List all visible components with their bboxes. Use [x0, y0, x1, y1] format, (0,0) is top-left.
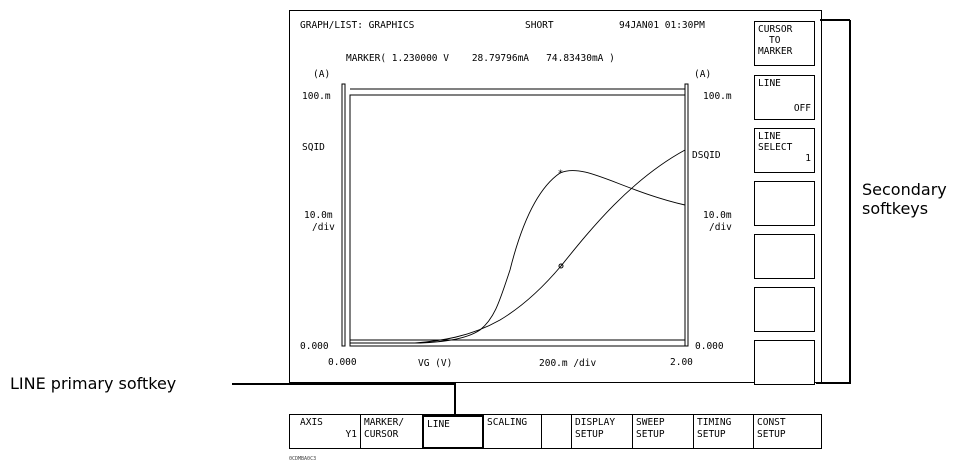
- x-axis-scale: 200.m /div: [539, 358, 597, 369]
- left-axis-scale: 10.0m: [304, 210, 333, 221]
- figure-code: 0CDMBA0C3: [289, 456, 317, 462]
- marker-star: *: [558, 169, 563, 179]
- primary-softkey-marker-cursor[interactable]: MARKER/ CURSOR: [361, 415, 423, 448]
- left-axis-top: 100.m: [302, 91, 331, 102]
- softkey-label: MARKER/: [364, 417, 405, 428]
- left-axis-name: SQID: [302, 142, 325, 153]
- softkey-label: Y1: [345, 429, 357, 440]
- softkey-label: LINE: [758, 131, 781, 142]
- softkey-blank-4[interactable]: [754, 181, 815, 226]
- x-axis-name: VG (V): [418, 358, 453, 369]
- softkey-blank-5[interactable]: [754, 234, 815, 279]
- callout-secondary-line2: softkeys: [862, 199, 929, 218]
- softkey-label: TO: [769, 35, 781, 46]
- right-axis-top: 100.m: [703, 91, 732, 102]
- mode-label: SHORT: [525, 20, 554, 31]
- softkey-label: CURSOR: [758, 24, 793, 35]
- callout-secondary-line1: Secondary: [862, 180, 947, 199]
- x-axis-min: 0.000: [328, 357, 357, 368]
- softkey-label: TIMING: [697, 417, 732, 428]
- left-axis-div: /div: [312, 222, 335, 233]
- softkey-label: MARKER: [758, 46, 793, 57]
- softkey-label: 1: [805, 153, 811, 164]
- softkey-label: SCALING: [487, 417, 528, 428]
- softkey-label: SELECT: [758, 142, 793, 153]
- left-axis-bar: [341, 83, 346, 347]
- softkey-line-select[interactable]: LINE SELECT 1: [754, 128, 815, 173]
- callout-primary: LINE primary softkey: [10, 374, 177, 393]
- softkey-label: DISPLAY: [575, 417, 616, 428]
- instrument-screen: [289, 10, 822, 383]
- screen-title: GRAPH/LIST: GRAPHICS: [300, 20, 415, 31]
- datetime-label: 94JAN01 01:30PM: [619, 20, 705, 31]
- softkey-label: SETUP: [697, 429, 726, 440]
- primary-softkey-axis[interactable]: AXIS Y1: [297, 415, 361, 448]
- right-axis-unit: (A): [694, 69, 712, 80]
- primary-softkey-bar: [289, 414, 822, 449]
- plot-frame: [349, 94, 686, 347]
- softkey-label: SETUP: [575, 429, 604, 440]
- right-axis-scale: 10.0m: [703, 210, 732, 221]
- right-axis-bottom: 0.000: [695, 341, 724, 352]
- softkey-label: SETUP: [757, 429, 786, 440]
- sqid-curve: [350, 170, 686, 344]
- softkey-label: AXIS: [300, 417, 323, 428]
- softkey-label: SWEEP: [636, 417, 665, 428]
- primary-softkey-timing-setup[interactable]: TIMING SETUP: [694, 415, 754, 448]
- primary-softkey-display-setup[interactable]: DISPLAY SETUP: [571, 415, 633, 448]
- softkey-blank-7[interactable]: [754, 340, 815, 385]
- softkey-label: CONST: [757, 417, 786, 428]
- softkey-label: LINE: [427, 419, 450, 430]
- x-axis-max: 2.00: [670, 357, 693, 368]
- softkey-line-off[interactable]: LINE OFF: [754, 75, 815, 120]
- left-axis-bottom: 0.000: [300, 341, 329, 352]
- softkey-blank-6[interactable]: [754, 287, 815, 332]
- primary-softkey-scaling[interactable]: SCALING: [484, 415, 542, 448]
- softkey-label: LINE: [758, 78, 781, 89]
- marker-readout: MARKER( 1.230000 V 28.79796mA 74.83430mA…: [346, 53, 615, 64]
- dsqid-curve: [350, 149, 686, 344]
- marker-circle: [558, 263, 564, 269]
- softkey-label: SETUP: [636, 429, 665, 440]
- softkey-cursor-to-marker[interactable]: CURSOR TO MARKER: [754, 21, 815, 66]
- right-axis-div: /div: [709, 222, 732, 233]
- softkey-label: CURSOR: [364, 429, 399, 440]
- primary-softkey-line[interactable]: LINE: [422, 415, 484, 449]
- primary-softkey-sweep-setup[interactable]: SWEEP SETUP: [633, 415, 694, 448]
- primary-softkey-const-setup[interactable]: CONST SETUP: [754, 415, 814, 448]
- right-axis-name: DSQID: [692, 150, 721, 161]
- left-axis-unit: (A): [313, 69, 331, 80]
- softkey-label: OFF: [793, 103, 811, 114]
